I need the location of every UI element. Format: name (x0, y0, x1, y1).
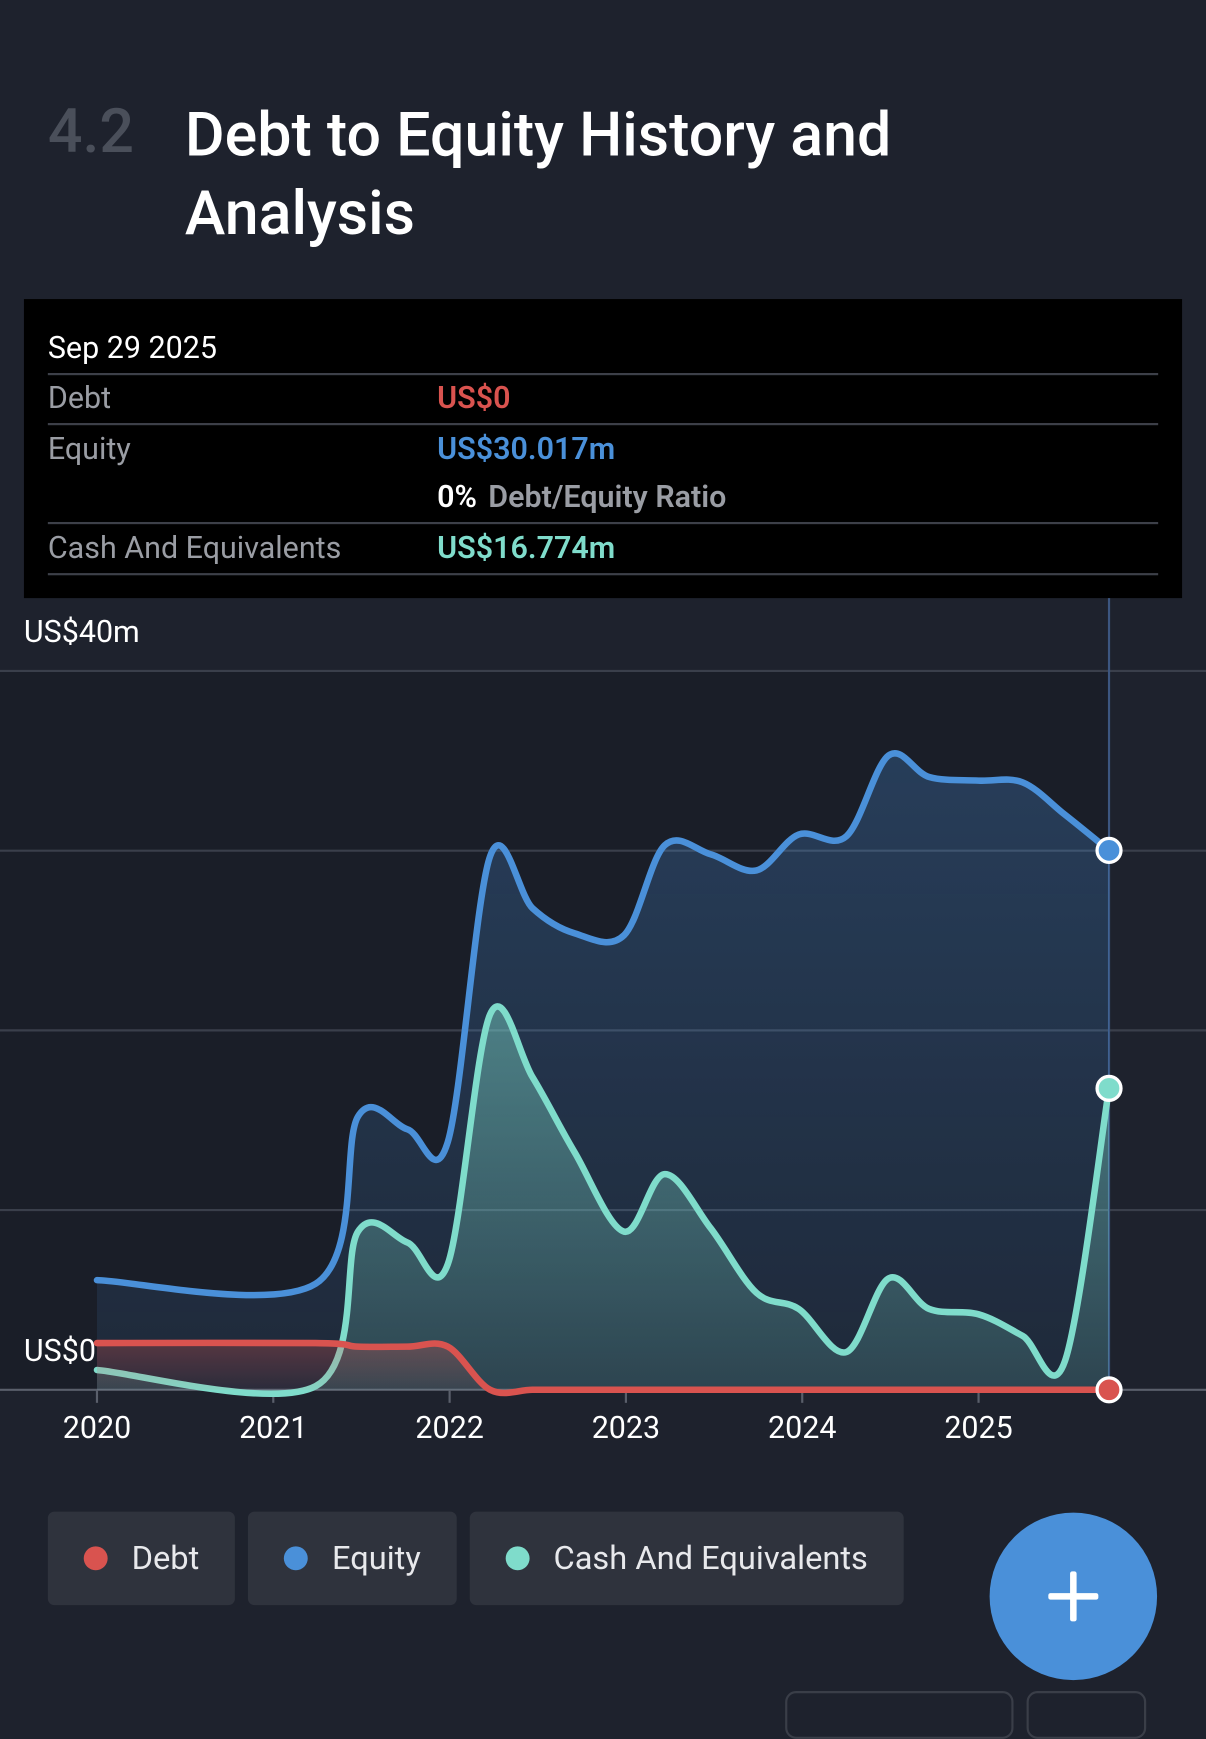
tooltip-row: Cash And Equivalents US$16.774m (47, 523, 1159, 576)
tooltip-value: US$0 (437, 379, 511, 416)
legend-item[interactable]: Debt (47, 1511, 236, 1606)
page-title: Debt to Equity History and Analysis (184, 98, 892, 250)
x-tick-label: 2025 (944, 1411, 1012, 1446)
legend-dot (83, 1546, 108, 1571)
button-stub (1026, 1691, 1147, 1739)
ratio-label: Debt/Equity Ratio (488, 478, 727, 515)
tooltip-value: US$16.774m (437, 529, 616, 566)
end-point (1095, 836, 1123, 864)
y-tick-label: US$40m (24, 615, 140, 650)
legend: Debt Equity Cash And Equivalents (47, 1511, 904, 1606)
section-number: 4.2 (47, 95, 134, 168)
ratio-value: 0% (437, 478, 478, 515)
series-line (93, 1003, 1113, 1398)
series-line (93, 1339, 1113, 1397)
series-line (93, 750, 1113, 1299)
tooltip-row: Debt US$0 (47, 373, 1159, 426)
tooltip-header: Sep 29 2025 (47, 323, 1159, 376)
legend-dot (284, 1546, 309, 1571)
y-tick-label: US$0 (24, 1334, 96, 1369)
area-fill (96, 1342, 1110, 1393)
area-fill (96, 1006, 1110, 1394)
tooltip-value: US$30.017m (437, 430, 616, 467)
tooltip-label: Equity (47, 430, 131, 467)
tooltip-date: Sep 29 2025 (47, 329, 217, 366)
legend-label: Equity (331, 1539, 421, 1578)
legend-label: Debt (131, 1539, 200, 1578)
x-tick-label: 2020 (63, 1411, 131, 1446)
tooltip-row: Equity US$30.017m (48, 424, 1158, 474)
legend-item[interactable]: Equity (248, 1511, 457, 1606)
end-point (1095, 1376, 1123, 1404)
tooltip: Sep 29 2025 Debt US$0 Equity US$30.017m 0%… (23, 299, 1183, 599)
area-fill (96, 753, 1110, 1390)
add-button[interactable] (989, 1512, 1158, 1681)
plot-background (0, 670, 1110, 1390)
legend-dot (505, 1546, 530, 1571)
tooltip-ratio: 0% Debt/Equity Ratio (47, 472, 1159, 525)
x-tick-label: 2023 (592, 1411, 660, 1446)
legend-label: Cash And Equivalents (553, 1539, 868, 1578)
tooltip-label: Cash And Equivalents (47, 529, 342, 566)
x-tick-label: 2022 (415, 1411, 483, 1446)
legend-item[interactable]: Cash And Equivalents (469, 1511, 904, 1606)
end-point (1095, 1074, 1123, 1102)
x-tick-label: 2021 (239, 1411, 307, 1446)
tooltip-label: Debt (47, 379, 112, 416)
button-stub (785, 1691, 1014, 1739)
x-tick-label: 2024 (768, 1411, 836, 1446)
